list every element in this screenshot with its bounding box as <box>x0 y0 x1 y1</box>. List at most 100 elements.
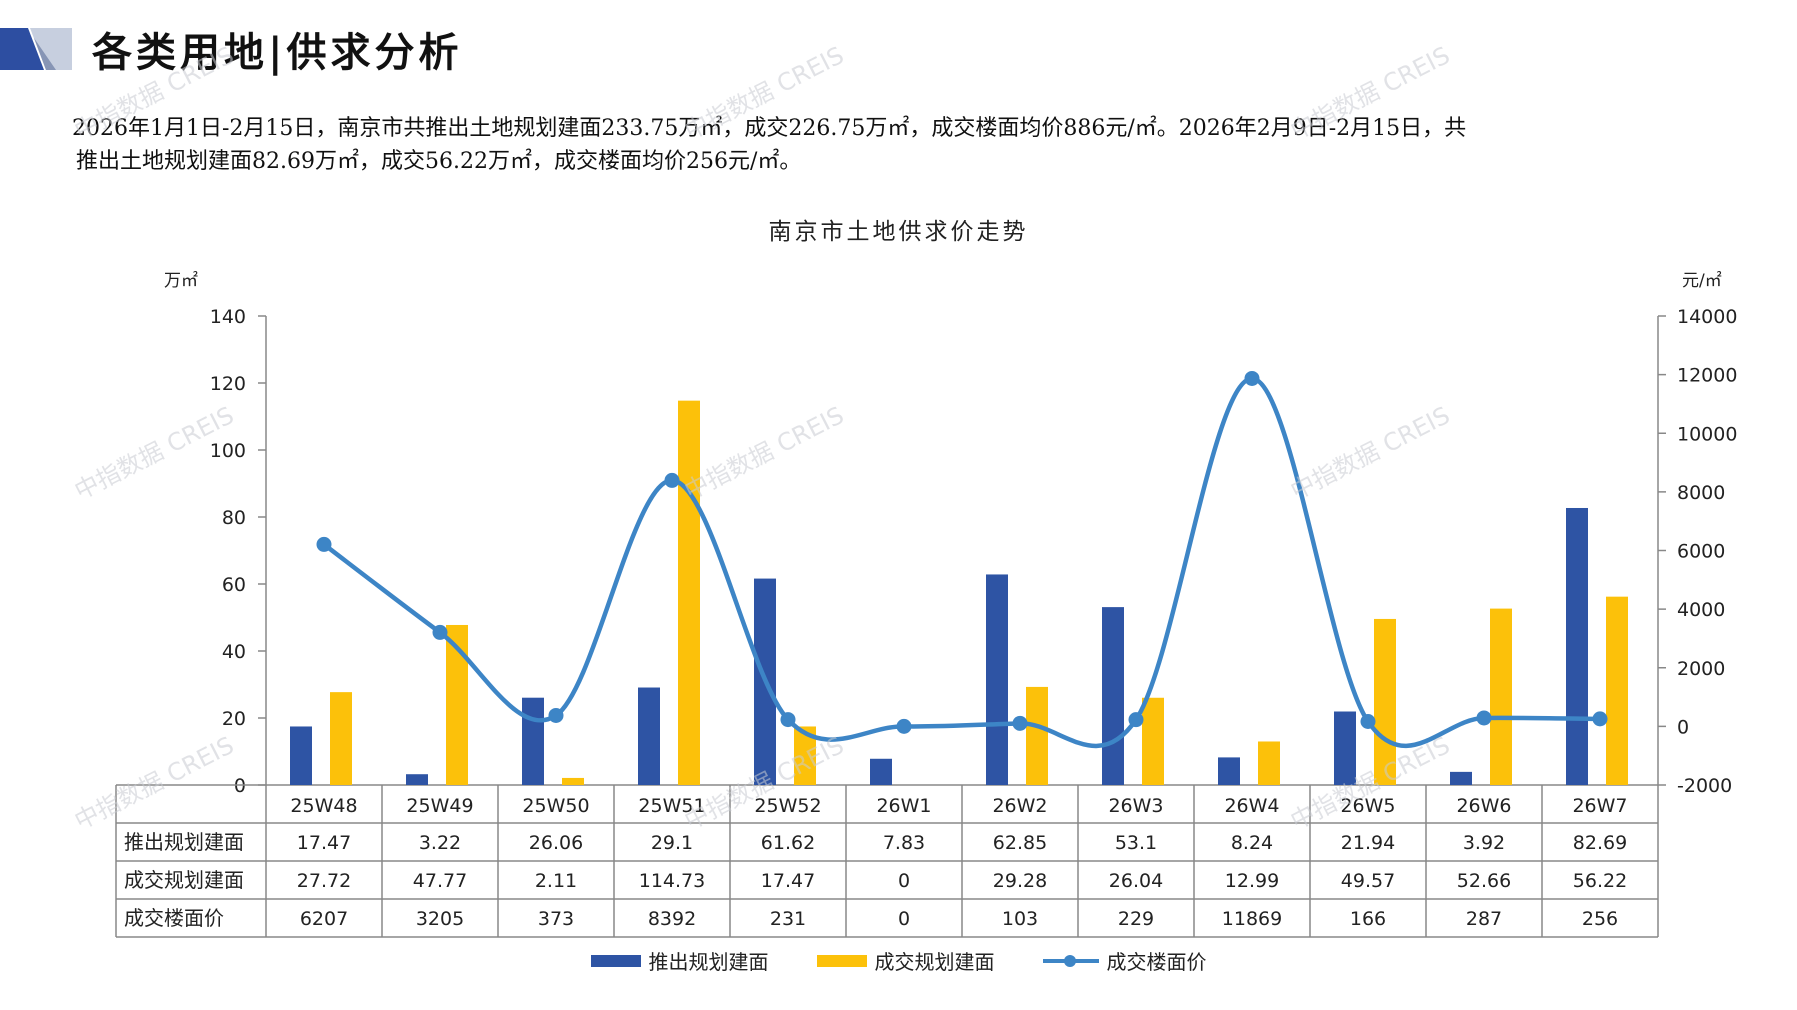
table-cell: 8392 <box>648 908 696 930</box>
price-point <box>548 707 564 723</box>
table-cell: 29.28 <box>993 870 1047 892</box>
watermark-text: 中指数据 CREIS <box>70 731 238 835</box>
x-tick-label: 26W6 <box>1456 795 1511 817</box>
bar-transaction <box>446 624 468 785</box>
price-point <box>1244 370 1260 386</box>
watermark-text: 中指数据 CREIS <box>1286 731 1454 835</box>
right-tick-label: 0 <box>1677 716 1689 738</box>
table-cell: 0 <box>898 908 910 930</box>
legend: 推出规划建面 成交规划建面 成交楼面价 <box>0 946 1797 975</box>
right-tick-label: 12000 <box>1677 365 1737 387</box>
table-cell: 3.92 <box>1463 832 1505 854</box>
table-cell: 229 <box>1118 908 1154 930</box>
bar-supply <box>1566 507 1588 785</box>
watermark-text: 中指数据 CREIS <box>680 41 848 145</box>
watermark-text: 中指数据 CREIS <box>680 401 848 505</box>
price-point <box>316 536 332 552</box>
right-tick-label: 8000 <box>1677 482 1725 504</box>
x-tick-label: 26W2 <box>992 795 1047 817</box>
right-tick-label: 2000 <box>1677 658 1725 680</box>
bar-supply <box>1334 711 1356 785</box>
header-decoration <box>0 28 72 70</box>
table-cell: 52.66 <box>1457 870 1511 892</box>
table-cell: 61.62 <box>761 832 815 854</box>
table-cell: 231 <box>770 908 806 930</box>
legend-item-transaction: 成交规划建面 <box>816 946 995 975</box>
right-tick-label: 14000 <box>1677 306 1737 328</box>
table-cell: 8.24 <box>1231 832 1273 854</box>
legend-label-transaction: 成交规划建面 <box>874 950 995 974</box>
right-tick-label: 10000 <box>1677 423 1737 445</box>
bar-supply <box>290 726 312 785</box>
table-cell: 6207 <box>300 908 348 930</box>
table-cell: 2.11 <box>535 870 577 892</box>
bar-transaction <box>794 726 816 785</box>
bar-transaction <box>562 777 584 785</box>
price-point <box>780 712 796 728</box>
header-deco-mid <box>34 38 56 70</box>
summary-line-1: 2026年1月1日-2月15日，南京市共推出土地规划建面233.75万㎡，成交2… <box>72 116 1467 141</box>
legend-swatch-supply <box>590 954 641 967</box>
x-tick-label: 25W50 <box>522 795 589 817</box>
right-tick-label: 6000 <box>1677 541 1725 563</box>
price-point <box>664 472 680 488</box>
table-cell: 17.47 <box>761 870 815 892</box>
left-tick-label: 20 <box>222 708 246 730</box>
table-row-header: 推出规划建面 <box>124 830 244 854</box>
bar-supply <box>1102 607 1124 785</box>
summary-line-2: 推出土地规划建面82.69万㎡，成交56.22万㎡，成交楼面均价256元/㎡。 <box>76 149 802 174</box>
table-cell: 166 <box>1350 908 1386 930</box>
bar-supply <box>1218 757 1240 785</box>
table-cell: 3205 <box>416 908 464 930</box>
table-cell: 256 <box>1582 908 1618 930</box>
price-point <box>1476 710 1492 726</box>
legend-label-price: 成交楼面价 <box>1106 950 1207 974</box>
table-cell: 3.22 <box>419 832 461 854</box>
table-cell: 114.73 <box>639 870 705 892</box>
legend-swatch-price <box>1042 952 1099 970</box>
table-cell: 21.94 <box>1341 832 1395 854</box>
legend-label-supply: 推出规划建面 <box>648 950 769 974</box>
bar-transaction <box>1026 686 1048 785</box>
bar-transaction <box>1258 741 1280 785</box>
header-deco-dark <box>0 28 44 70</box>
table-cell: 27.72 <box>297 870 351 892</box>
bar-transaction <box>1606 596 1628 785</box>
left-tick-label: 40 <box>222 641 246 663</box>
bar-supply <box>638 687 660 785</box>
left-tick-label: 80 <box>222 507 246 529</box>
table-cell: 11869 <box>1222 908 1282 930</box>
x-tick-label: 25W51 <box>638 795 705 817</box>
left-tick-label: 140 <box>210 306 246 328</box>
x-tick-label: 26W3 <box>1108 795 1163 817</box>
left-tick-label: 0 <box>234 775 246 797</box>
table-cell: 17.47 <box>297 832 351 854</box>
table-row-header: 成交规划建面 <box>124 868 244 892</box>
summary-text: 2026年1月1日-2月15日，南京市共推出土地规划建面233.75万㎡，成交2… <box>72 112 1752 178</box>
table-cell: 49.57 <box>1341 870 1395 892</box>
watermark-text: 中指数据 CREIS <box>70 41 238 145</box>
x-tick-label: 26W5 <box>1340 795 1395 817</box>
price-point <box>1592 711 1608 727</box>
table-cell: 26.04 <box>1109 870 1163 892</box>
left-tick-label: 60 <box>222 574 246 596</box>
table-cell: 103 <box>1002 908 1038 930</box>
bar-supply <box>870 758 892 785</box>
bar-supply <box>1450 771 1472 785</box>
legend-swatch-transaction <box>816 954 867 967</box>
table-cell: 56.22 <box>1573 870 1627 892</box>
bar-transaction <box>330 692 352 785</box>
page-title: 各类用地|供求分析 <box>92 29 463 76</box>
table-cell: 53.1 <box>1115 832 1157 854</box>
bar-supply <box>986 574 1008 785</box>
table-cell: 82.69 <box>1573 832 1627 854</box>
table-row-header: 成交楼面价 <box>124 906 224 930</box>
table-cell: 29.1 <box>651 832 693 854</box>
x-tick-label: 26W1 <box>876 795 931 817</box>
table-cell: 373 <box>538 908 574 930</box>
table-cell: 0 <box>898 870 910 892</box>
price-point <box>1012 715 1028 731</box>
right-tick-label: -2000 <box>1677 775 1732 797</box>
legend-item-supply: 推出规划建面 <box>590 946 769 975</box>
